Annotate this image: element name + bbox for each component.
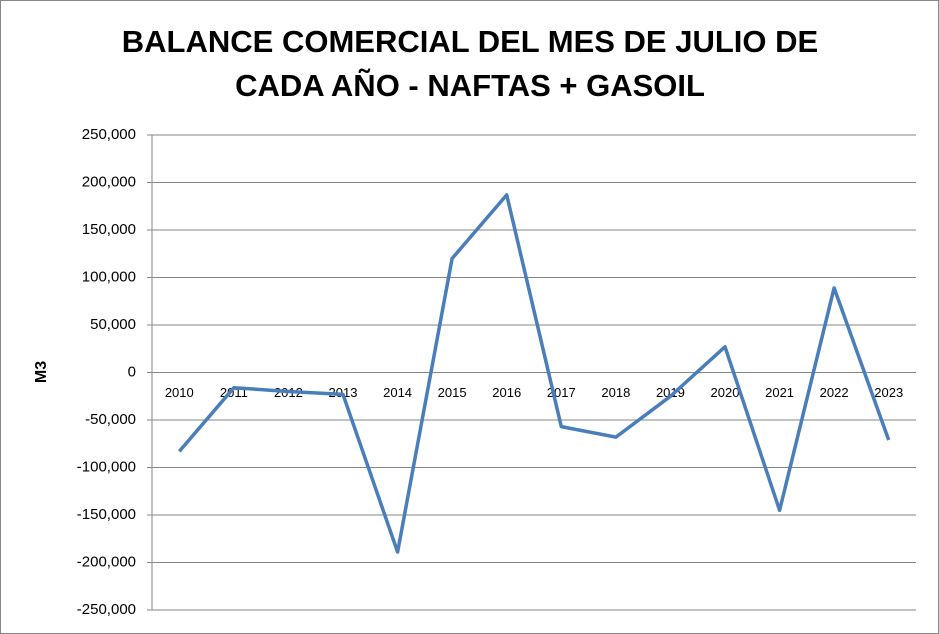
y-tick-label: -100,000 xyxy=(77,458,136,475)
y-tick-label: 150,000 xyxy=(82,221,136,238)
y-tick-label: 200,000 xyxy=(82,173,136,190)
x-tick-label: 2015 xyxy=(438,385,467,400)
x-tick-label: 2023 xyxy=(874,385,903,400)
data-line xyxy=(177,193,891,554)
y-tick-label: -150,000 xyxy=(77,506,136,523)
x-tick-label: 2018 xyxy=(601,385,630,400)
x-tick-label: 2014 xyxy=(383,385,412,400)
chart-title-line: CADA AÑO - NAFTAS + GASOIL xyxy=(235,68,705,103)
x-tick-label: 2013 xyxy=(329,385,358,400)
y-tick-label: -50,000 xyxy=(85,411,136,428)
y-axis-label: M3 xyxy=(33,361,50,383)
y-tick-label: 0 xyxy=(128,363,136,380)
y-tick-label: 50,000 xyxy=(90,316,136,333)
chart-title-line: BALANCE COMERCIAL DEL MES DE JULIO DE xyxy=(122,24,818,59)
x-tick-label: 2021 xyxy=(765,385,794,400)
y-tick-label: -200,000 xyxy=(77,553,136,570)
x-tick-label: 2010 xyxy=(165,385,194,400)
x-tick-label: 2020 xyxy=(711,385,740,400)
y-tick-label: -250,000 xyxy=(77,601,136,618)
y-tick-label: 250,000 xyxy=(82,126,136,143)
x-tick-label: 2022 xyxy=(820,385,849,400)
y-tick-label: 100,000 xyxy=(82,268,136,285)
x-tick-label: 2016 xyxy=(492,385,521,400)
